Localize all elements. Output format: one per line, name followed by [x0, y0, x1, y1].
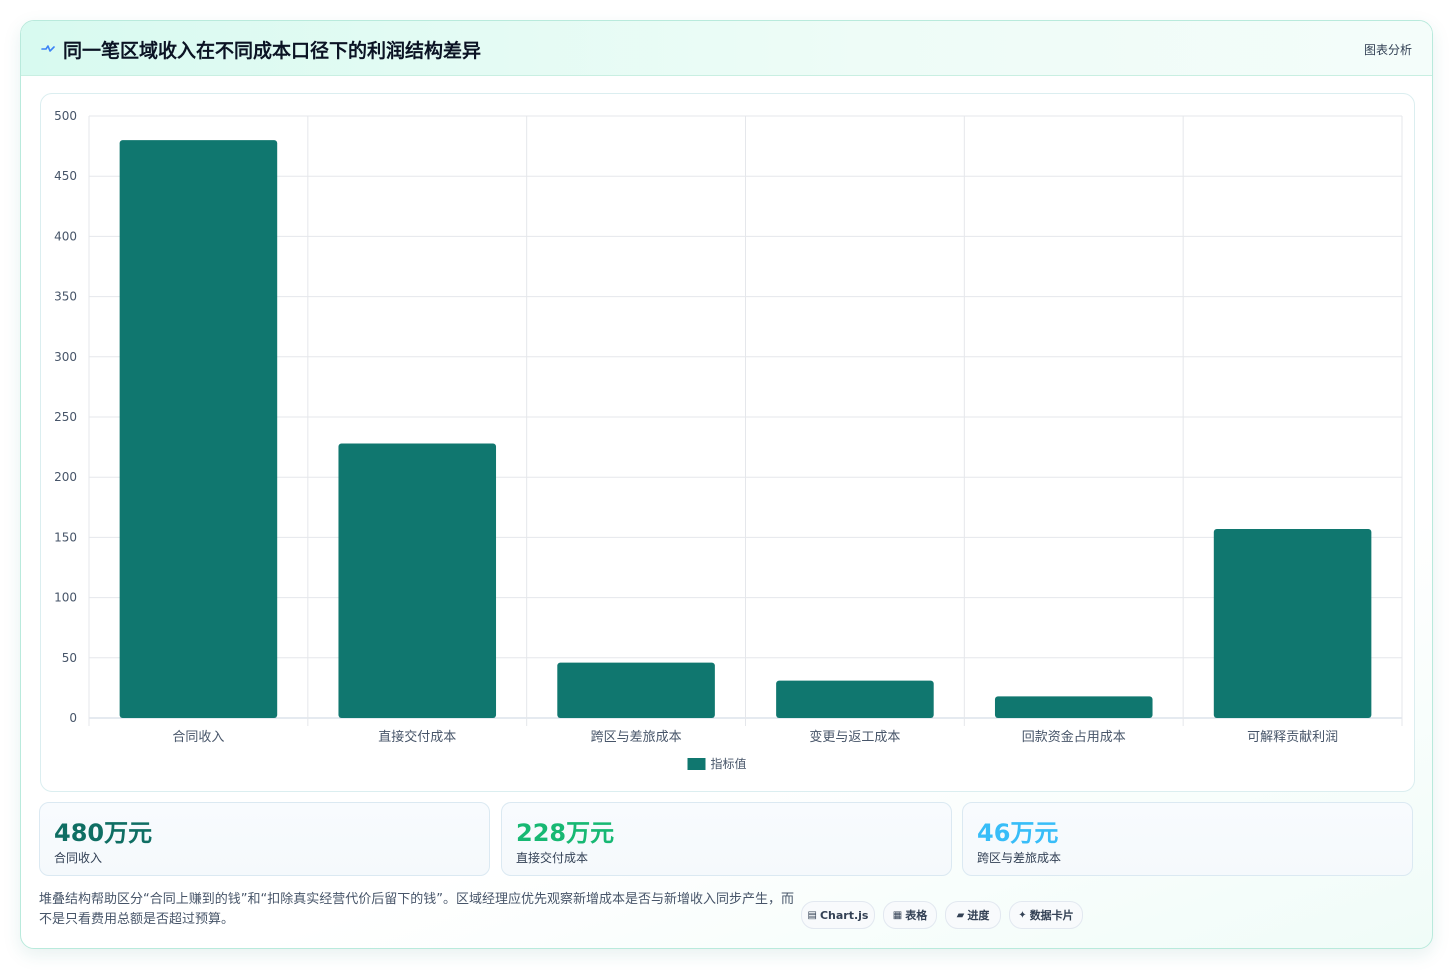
kpi-label: 直接交付成本: [516, 851, 589, 865]
chart-panel: 0 50 100 150 200 250 300 350 400 450 500 合同收入 直接交付成本…: [40, 93, 1415, 792]
kpi-value: 46万元: [977, 819, 1059, 847]
bar: [994, 696, 1153, 718]
badge-label: 进度: [967, 909, 990, 922]
y-tick-label: 300: [54, 350, 77, 364]
report-card: 同一笔区域收入在不同成本口径下的利润结构差异 图表分析 0 50 100 150 200…: [20, 20, 1433, 949]
kpi-value: 480万元: [54, 819, 153, 847]
x-tick-label: 直接交付成本: [378, 729, 456, 745]
x-tick-label: 变更与返工成本: [809, 729, 900, 745]
kpi-card: 46万元 跨区与差旅成本: [962, 802, 1413, 876]
bar: [1213, 528, 1372, 718]
y-tick-label: 400: [54, 229, 77, 243]
progress-icon: ▰: [956, 909, 965, 921]
kpi-card: 480万元 合同收入: [39, 802, 490, 876]
badge-label: 表格: [905, 909, 928, 922]
y-tick-label: 150: [54, 530, 77, 544]
badge-chartjs[interactable]: ▤ Chart.js: [801, 901, 875, 929]
y-tick-label: 200: [54, 470, 77, 484]
y-tick-label: 0: [69, 711, 77, 725]
kpi-label: 跨区与差旅成本: [977, 851, 1062, 865]
y-tick-label: 500: [54, 109, 77, 123]
badge-label: 数据卡片: [1029, 909, 1074, 922]
chart-icon: ▤: [807, 909, 817, 921]
page-title: 同一笔区域收入在不同成本口径下的利润结构差异: [63, 40, 482, 62]
card-header: 同一笔区域收入在不同成本口径下的利润结构差异 图表分析: [21, 21, 1432, 76]
kpi-card: 228万元 直接交付成本: [501, 802, 952, 876]
kpi-value: 228万元: [516, 819, 615, 847]
y-tick-label: 350: [54, 290, 77, 304]
bar: [119, 140, 278, 718]
bar-chart: 0 50 100 150 200 250 300 350 400 450 500 合同收入 直接交付成本…: [54, 109, 1403, 771]
analysis-note: 堆叠结构帮助区分“合同上赚到的钱”和“扣除真实经营代价后留下的钱”。区域经理应优…: [39, 892, 794, 927]
bar: [338, 443, 497, 718]
badge-progress[interactable]: ▰ 进度: [945, 901, 1001, 929]
bar: [776, 680, 934, 718]
y-tick-label: 100: [54, 591, 77, 605]
x-tick-label: 回款资金占用成本: [1022, 729, 1126, 745]
card-icon: ✦: [1018, 909, 1027, 921]
legend-swatch: [687, 758, 706, 770]
x-tick-label: 可解释贡献利润: [1247, 730, 1338, 745]
y-tick-label: 450: [54, 169, 77, 183]
x-tick-label: 合同收入: [172, 730, 224, 745]
badge-data-card[interactable]: ✦ 数据卡片: [1009, 901, 1083, 929]
badge-label: Chart.js: [819, 908, 869, 922]
table-icon: ▦: [892, 909, 903, 921]
y-tick-label: 50: [62, 651, 77, 665]
header-tag: 图表分析: [1363, 43, 1412, 57]
y-tick-label: 250: [54, 410, 77, 424]
legend-label: 指标值: [711, 756, 747, 771]
kpi-label: 合同收入: [54, 851, 103, 865]
bar: [557, 662, 715, 718]
pulse-icon: [41, 45, 55, 52]
badge-table[interactable]: ▦ 表格: [883, 901, 937, 929]
x-tick-label: 跨区与差旅成本: [591, 730, 682, 745]
